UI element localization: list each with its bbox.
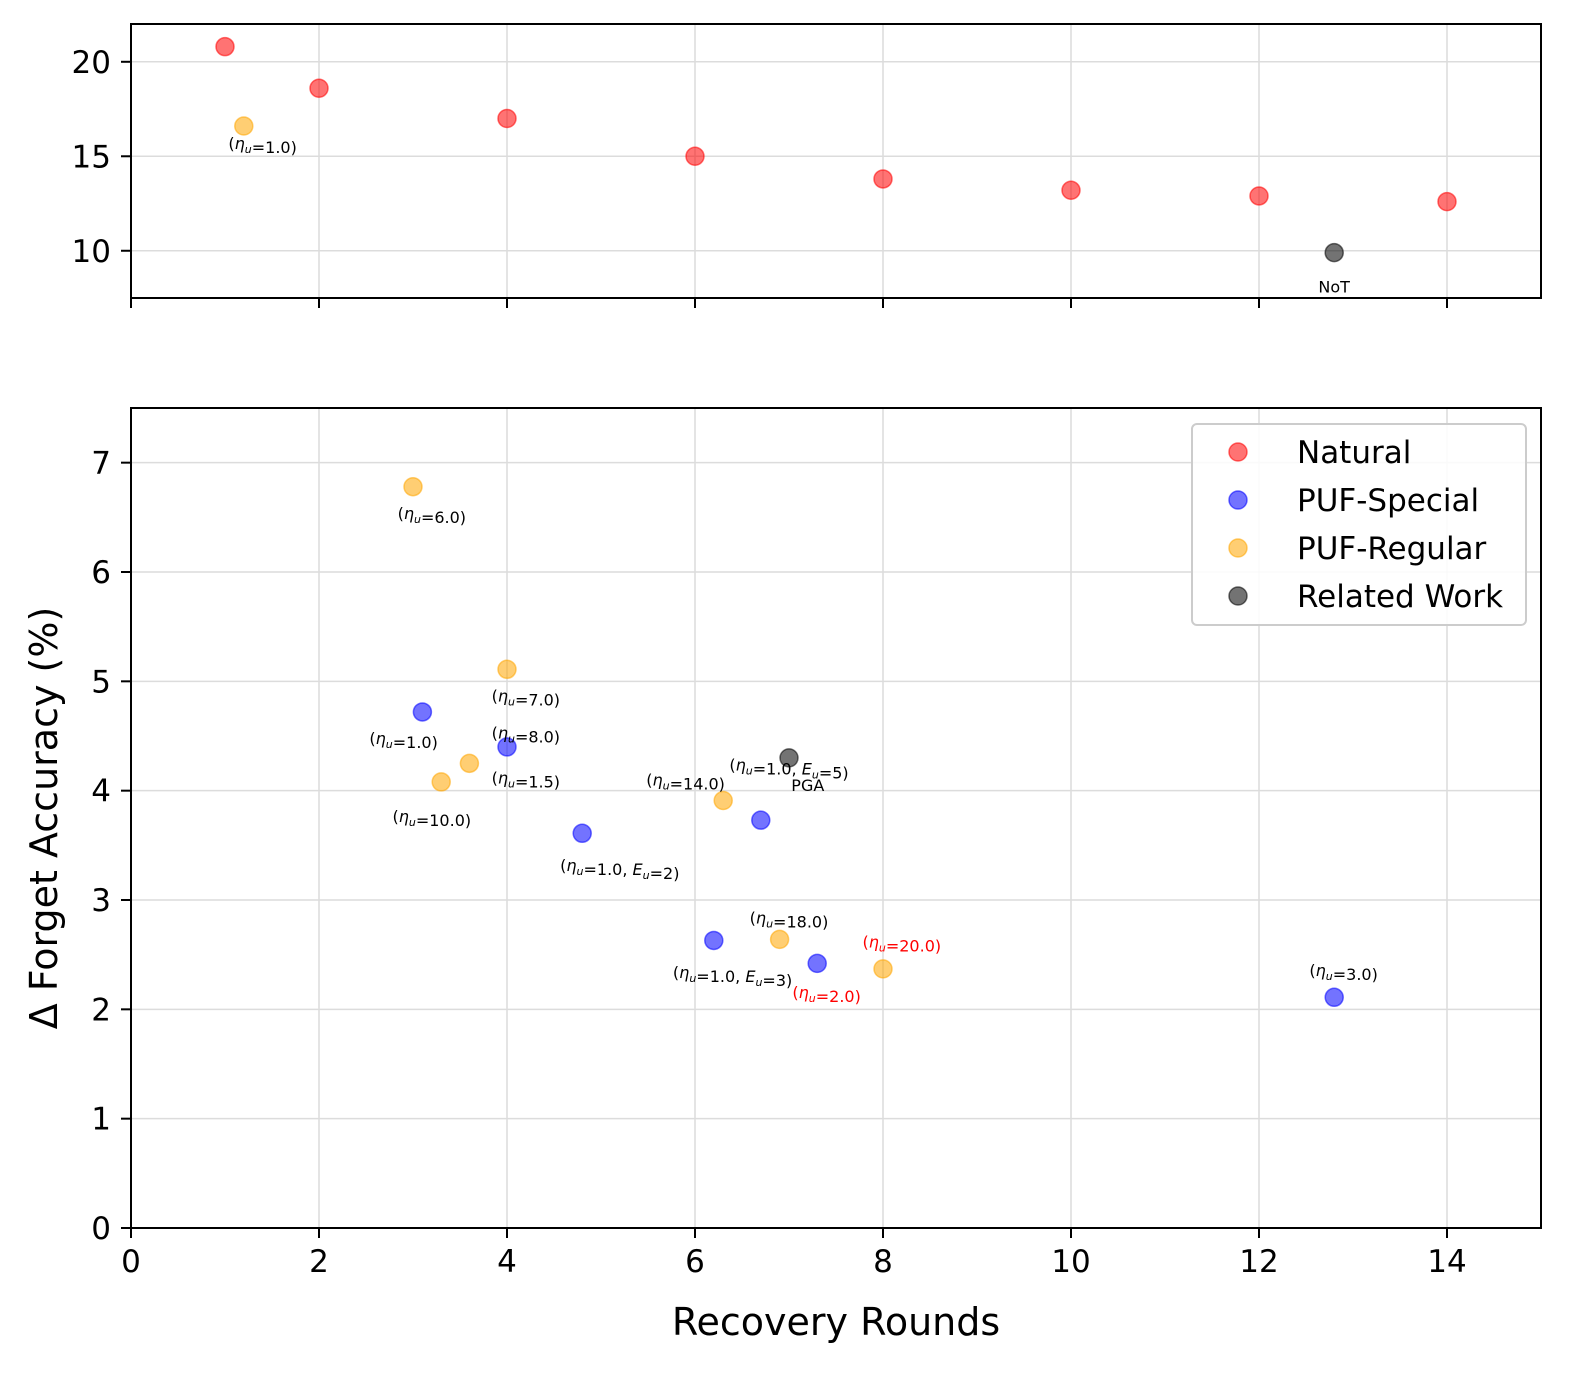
point-annotation: (ηu=1.0, Eu=2)	[560, 856, 679, 883]
point-annotation: (ηu=8.0)	[492, 724, 560, 747]
bottom-panel: (ηu=1.0) (ηu=8.0) (ηu=1.0, Eu=2) (ηu=1.0, E…	[91, 407, 1542, 1280]
data-point-puf-regular	[403, 476, 423, 497]
legend-label: PUF-Regular	[1297, 531, 1487, 567]
y-tick-label: 10	[72, 234, 111, 270]
x-tick-label: 6	[685, 1244, 705, 1280]
data-point-natural	[1061, 180, 1081, 201]
data-point-natural	[497, 108, 517, 129]
data-point-puf-special	[704, 930, 724, 951]
x-tick-label: 12	[1239, 1244, 1278, 1280]
point-annotation: (ηu=3.0)	[1309, 961, 1377, 984]
point-annotation: (ηu=10.0)	[392, 807, 471, 830]
x-tick-label: 4	[497, 1244, 517, 1280]
x-tick-label: 10	[1051, 1244, 1090, 1280]
legend-box	[1191, 423, 1527, 626]
point-annotation: (ηu=1.0)	[228, 134, 296, 157]
point-annotation: (ηu=14.0)	[646, 771, 725, 794]
data-point-puf-special	[1324, 987, 1344, 1008]
top-panel: (ηu=1.0) NoT 10 15 20	[72, 23, 1542, 308]
y-tick-label: 1	[91, 1102, 111, 1138]
y-tick-label: 3	[91, 883, 111, 919]
point-annotation: PGA	[791, 776, 824, 795]
data-point-puf-special	[572, 823, 592, 844]
data-point-puf-regular	[497, 659, 517, 680]
data-point-natural	[685, 146, 705, 167]
data-point-puf-special	[412, 702, 433, 722]
legend-marker	[1228, 586, 1248, 606]
x-tick-label: 14	[1427, 1244, 1466, 1280]
legend-label: PUF-Special	[1297, 483, 1479, 519]
data-point-natural	[1249, 186, 1269, 206]
data-point-puf-regular	[769, 929, 790, 950]
data-point-puf-regular	[431, 772, 451, 792]
plot-frame	[130, 407, 1542, 1229]
legend-marker	[1228, 490, 1248, 510]
point-annotation: (ηu=18.0)	[750, 908, 829, 931]
x-axis-title: Recovery Rounds	[672, 1300, 1000, 1344]
x-tick-label: 2	[309, 1244, 329, 1280]
point-annotation: (ηu=1.0, Eu=3)	[673, 963, 792, 990]
y-tick-label: 4	[91, 774, 111, 810]
data-point-puf-regular	[873, 959, 893, 979]
point-annotation: (ηu=7.0)	[492, 687, 560, 710]
point-annotation: (ηu=20.0)	[862, 933, 941, 956]
point-annotation: NoT	[1318, 278, 1350, 297]
y-tick-label: 20	[72, 45, 111, 81]
data-point-puf-special	[497, 737, 517, 757]
data-point-puf-special	[751, 810, 771, 830]
data-point-natural	[309, 78, 329, 98]
legend: Natural PUF-Special PUF-Regular Related Wor…	[1191, 423, 1527, 626]
data-point-related-work	[779, 748, 799, 768]
y-axis-title: Δ Forget Accuracy (%)	[22, 607, 66, 1030]
data-point-puf-regular	[459, 753, 480, 774]
data-point-related-work	[1324, 242, 1344, 263]
plot-frame	[130, 23, 1542, 299]
point-annotation: (ηu=6.0)	[398, 504, 466, 527]
y-tick-label: 2	[91, 992, 111, 1028]
data-point-puf-regular	[234, 116, 254, 136]
data-point-natural	[215, 36, 235, 57]
data-point-puf-regular	[713, 790, 733, 811]
legend-label: Related Work	[1297, 579, 1503, 615]
data-point-natural	[873, 169, 893, 189]
point-annotation: (ηu=2.0)	[792, 983, 860, 1006]
x-tick-label: 8	[873, 1244, 893, 1280]
legend-marker	[1228, 538, 1248, 558]
point-annotation: (ηu=1.5)	[492, 769, 560, 792]
legend-marker	[1228, 442, 1248, 462]
y-tick-label: 6	[91, 555, 111, 591]
y-tick-label: 5	[91, 664, 111, 700]
legend-label: Natural	[1297, 435, 1411, 471]
y-tick-label: 7	[91, 446, 111, 482]
y-tick-label: 15	[72, 139, 111, 175]
data-point-puf-special	[807, 953, 827, 974]
point-annotation: (ηu=1.0)	[369, 729, 437, 752]
y-tick-label: 0	[91, 1211, 111, 1247]
data-point-natural	[1437, 191, 1457, 212]
x-tick-label: 0	[121, 1244, 141, 1280]
